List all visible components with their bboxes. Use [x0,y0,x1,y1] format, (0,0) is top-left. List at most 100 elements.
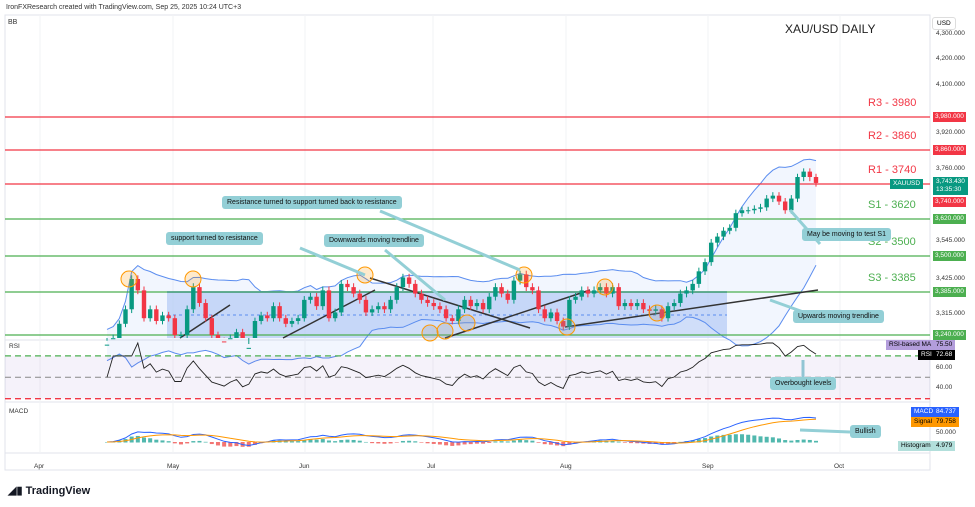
candle [382,306,387,310]
candle [536,290,541,310]
candle [696,271,702,284]
candle [135,279,141,291]
histogram-bar [721,434,726,443]
rsi-label[interactable]: RSI [9,343,20,350]
histogram-bar [160,440,165,443]
histogram-bar [758,436,763,443]
credit-text: IronFXResearch created with TradingView.… [6,4,242,11]
candle [739,210,745,214]
histogram-bar [795,439,800,443]
candle [209,318,215,335]
histogram-bar [234,442,239,447]
last-price: 3,743.430 [936,178,965,185]
bb-fill [107,159,816,367]
candle [252,321,258,338]
histogram-bar [604,440,609,443]
candle [745,210,751,212]
histogram-bar [148,438,153,443]
macd-label[interactable]: MACD [9,408,29,415]
histogram-bar [166,441,171,443]
histogram-bar [252,442,257,445]
candle [450,318,455,321]
candle [795,177,800,199]
month-label: Jul [427,463,436,470]
histogram-bar [807,439,812,443]
histogram-bar [690,440,695,443]
histogram-bar [431,442,436,444]
histogram-bar [141,437,146,443]
candle [172,318,178,335]
histogram-bar [518,439,523,443]
bb-lower [106,264,817,368]
candle [228,338,233,340]
candle [524,274,529,288]
signal-value: 79.758 [933,417,959,427]
histogram-bar [326,440,331,443]
candle [604,287,609,294]
candle [320,290,325,307]
rsi-ma-value: 75.50 [933,340,956,350]
low-marker [458,314,476,332]
trendline [564,289,819,328]
histogram-bar [333,441,338,443]
price-axis-label: 3,425.000 [936,275,965,282]
histogram-bar [376,442,381,444]
candle [184,309,190,335]
histogram-bar [283,440,288,443]
level-label: R3 - 3980 [868,97,917,109]
frame [4,14,931,471]
histogram-bar [209,442,214,445]
logo-icon: ◢▮ [8,485,26,497]
note-overbought: Overbought levels [770,377,837,390]
candle [468,299,473,307]
macd-tag-label: MACD [911,407,937,417]
histogram-bar [746,434,751,443]
rsi-value: 72.68 [933,350,956,360]
candle [487,296,492,310]
histogram-bar [203,441,208,443]
histogram-bar [228,442,233,447]
month-label: Sep [702,463,714,470]
histogram-bar [302,440,307,443]
tradingview-logo[interactable]: ◢▮ TradingView [8,484,90,497]
histogram-bar [542,442,547,445]
candle [727,227,732,231]
histogram-bar [308,439,313,443]
candle [801,171,806,177]
currency-button[interactable]: USD [932,17,956,30]
low-marker [558,318,576,336]
histogram-bar [419,442,424,443]
candle [283,318,288,324]
histogram-bar [363,441,368,443]
level-price-tag: 3,620.000 [933,214,966,224]
price-axis-label: 3,545.000 [936,237,965,244]
histogram-bar [764,436,769,443]
histogram-bar [437,442,442,445]
candle [104,344,110,346]
signal-line [106,418,817,444]
histogram-bar [635,442,640,444]
candle [672,303,677,307]
candle [752,208,757,211]
histogram-bar [388,442,393,444]
price-axis-label: 4,200.000 [936,55,965,62]
last-price-tag: 3,743.430 13:35:30 [933,177,968,195]
histogram-bar [425,442,430,444]
histogram-bar [814,440,818,443]
candle [302,299,307,319]
candle [758,207,763,209]
countdown: 13:35:30 [936,186,962,193]
month-label: Aug [560,463,572,470]
candle [678,293,683,303]
low-marker [648,304,666,322]
candle [456,309,461,321]
candle [702,262,708,272]
level-label: R2 - 3860 [868,130,917,142]
candle [511,280,517,300]
candle [517,274,523,281]
candle [591,290,597,294]
indicator-label[interactable]: BB [8,19,18,26]
level-price-tag: 3,980.000 [933,112,966,122]
candle [289,321,295,324]
